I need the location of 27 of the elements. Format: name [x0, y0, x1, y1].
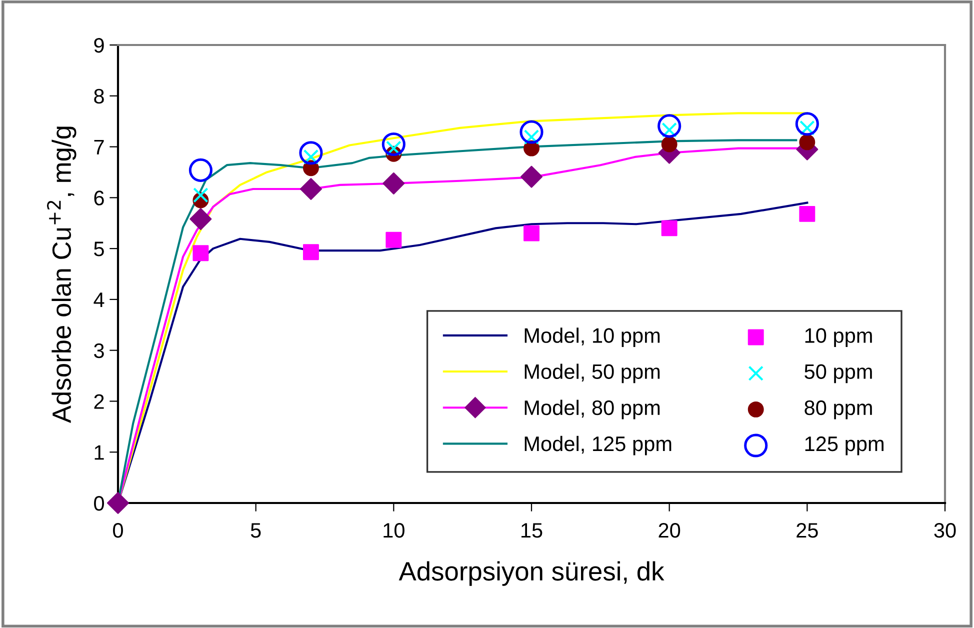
- y-tick-label: 9: [94, 38, 104, 53]
- legend-label: 50 ppm: [804, 364, 872, 384]
- x-tick-label: 15: [522, 523, 542, 538]
- y-tick-label: 5: [94, 242, 104, 256]
- legend-label: 10 ppm: [805, 328, 872, 348]
- y-tick-label: 0: [94, 496, 104, 511]
- y-tick-label: 3: [94, 343, 104, 358]
- legend-label: Model, 50 ppm: [524, 364, 660, 384]
- x-tick-label: 5: [250, 523, 261, 538]
- y-tick-label: 7: [94, 140, 104, 154]
- legend-label: Model, 80 ppm: [524, 400, 660, 420]
- y-tick-label: 1: [94, 445, 104, 460]
- legend-label: Model, 10 ppm: [524, 328, 660, 348]
- x-tick-label: 20: [658, 522, 680, 538]
- y-tick-label: 4: [94, 292, 104, 307]
- x-tick-label: 0: [113, 522, 123, 538]
- x-axis-title: Adsorpsiyon süresi, dk: [398, 561, 664, 586]
- y-axis-title: Adsorbe olan Cu$^{+2}$, mg/g: [47, 126, 76, 424]
- x-tick-label: 25: [796, 522, 818, 538]
- legend-label: 125 ppm: [805, 436, 884, 456]
- legend-label: Model, 125 ppm: [524, 436, 672, 456]
- y-tick-label: 8: [94, 88, 104, 104]
- y-tick-label: 2: [94, 394, 104, 409]
- y-tick-label: 6: [94, 190, 104, 206]
- legend-label: 80 ppm: [804, 400, 872, 420]
- x-tick-label: 10: [384, 522, 404, 538]
- x-tick-label: 30: [934, 522, 956, 538]
